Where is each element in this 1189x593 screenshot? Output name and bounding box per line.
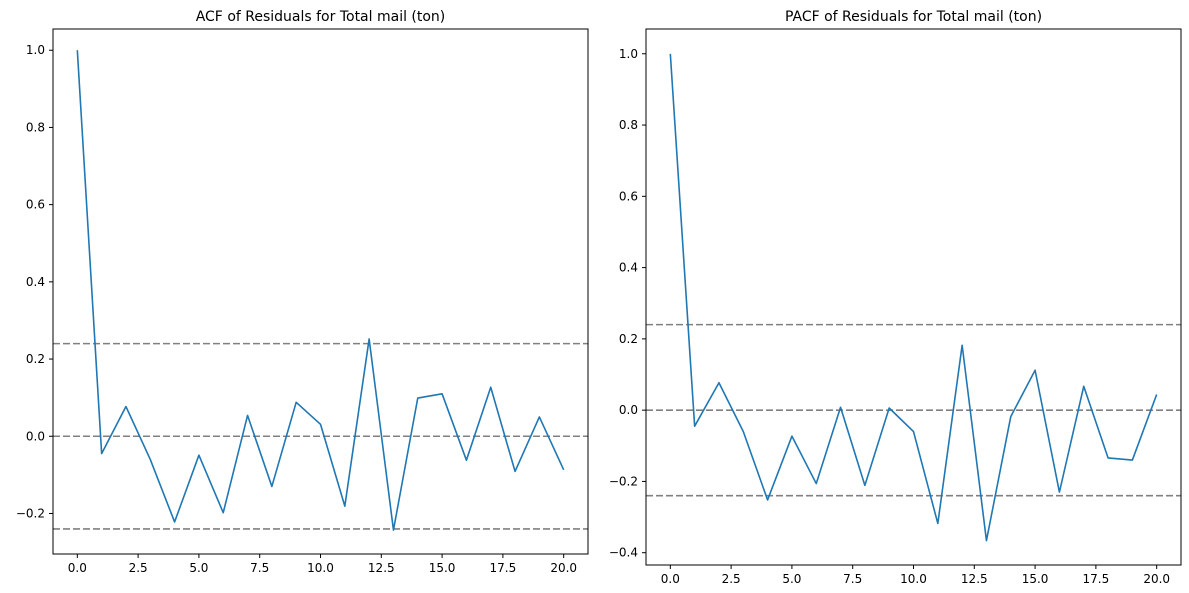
- acf-y-tick-label: 0.2: [26, 352, 45, 366]
- pacf-x-tick-label: 10.0: [900, 572, 927, 586]
- pacf-y-tick-label: 1.0: [619, 47, 638, 61]
- pacf-chart-title: PACF of Residuals for Total mail (ton): [785, 9, 1042, 25]
- pacf-x-tick-label: 0.0: [661, 572, 680, 586]
- pacf-y-tick-label: −0.2: [609, 474, 638, 488]
- acf-x-tick-label: 2.5: [129, 561, 148, 575]
- pacf-x-tick-label: 2.5: [722, 572, 741, 586]
- acf-x-tick-label: 17.5: [490, 561, 517, 575]
- acf-x-tick-label: 20.0: [550, 561, 577, 575]
- acf-y-tick-label: 0.0: [26, 429, 45, 443]
- pacf-y-tick-label: 0.2: [619, 332, 638, 346]
- pacf-x-tick-label: 7.5: [843, 572, 862, 586]
- pacf-x-tick-label: 20.0: [1143, 572, 1170, 586]
- acf-x-tick-label: 12.5: [368, 561, 395, 575]
- pacf-x-tick-label: 17.5: [1083, 572, 1110, 586]
- acf-x-tick-label: 10.0: [307, 561, 334, 575]
- acf-chart-title: ACF of Residuals for Total mail (ton): [196, 9, 446, 25]
- pacf-y-tick-label: −0.4: [609, 546, 638, 560]
- pacf-y-tick-label: 0.4: [619, 261, 638, 275]
- pacf-x-tick-label: 5.0: [782, 572, 801, 586]
- acf-x-tick-label: 7.5: [250, 561, 269, 575]
- pacf-y-tick-label: 0.0: [619, 403, 638, 417]
- acf-y-tick-label: −0.2: [16, 506, 45, 520]
- pacf-x-tick-label: 12.5: [961, 572, 988, 586]
- pacf-x-tick-label: 15.0: [1022, 572, 1049, 586]
- pacf-y-tick-label: 0.8: [619, 118, 638, 132]
- acf-y-tick-label: 1.0: [26, 43, 45, 57]
- acf-y-tick-label: 0.8: [26, 120, 45, 134]
- acf-y-tick-label: 0.4: [26, 275, 45, 289]
- acf-x-tick-label: 0.0: [68, 561, 87, 575]
- pacf-y-tick-label: 0.6: [619, 189, 638, 203]
- acf-x-tick-label: 15.0: [429, 561, 456, 575]
- acf-y-tick-label: 0.6: [26, 198, 45, 212]
- acf-x-tick-label: 5.0: [189, 561, 208, 575]
